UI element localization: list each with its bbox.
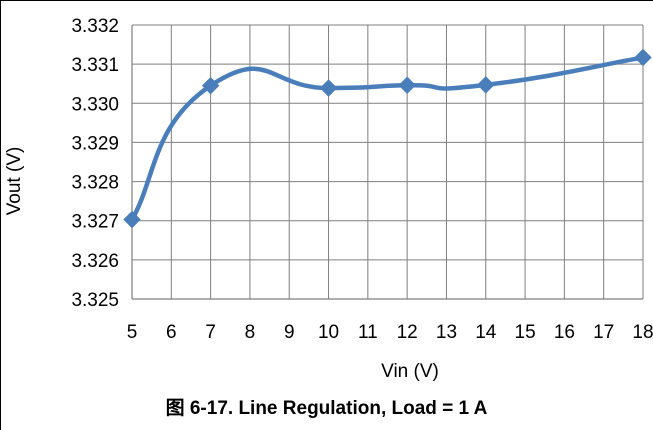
y-tick-label: 3.327: [71, 212, 119, 233]
x-tick-label: 16: [554, 322, 575, 343]
x-axis-label: Vin (V): [381, 361, 439, 382]
data-point-marker: [398, 76, 416, 94]
x-tick-label: 18: [632, 322, 653, 343]
y-tick-label: 3.325: [71, 290, 119, 311]
data-point-marker: [123, 210, 141, 229]
y-tick-label: 3.326: [71, 251, 119, 272]
x-tick-label: 9: [284, 322, 295, 343]
y-axis-label: Vout (V): [4, 147, 25, 216]
figure-caption: 图 6-17. Line Regulation, Load = 1 A: [165, 398, 488, 419]
y-tick-label: 3.330: [71, 94, 119, 115]
x-tick-label: 13: [436, 322, 457, 343]
x-tick-label: 11: [358, 322, 378, 343]
y-tick-label: 3.332: [71, 16, 119, 37]
x-tick-label: 17: [593, 322, 614, 343]
chart-axes: [131, 25, 643, 300]
x-tick-label: 7: [205, 322, 216, 343]
data-point-marker: [319, 79, 338, 97]
x-tick-label: 6: [166, 322, 177, 343]
y-tick-label: 3.329: [71, 133, 119, 154]
data-point-marker: [201, 76, 220, 95]
series-layer: [123, 48, 652, 229]
x-tick-label: 15: [515, 322, 536, 343]
series-line: [129, 55, 646, 222]
x-tick-label: 5: [127, 322, 138, 343]
y-tick-label: 3.328: [71, 173, 119, 194]
data-point-marker: [477, 76, 495, 94]
x-tick-label: 10: [318, 322, 339, 343]
x-tick-label: 14: [475, 322, 497, 343]
data-point-marker: [634, 48, 652, 67]
x-tick-label: 12: [397, 322, 418, 343]
tick-labels: 5 6 7 8 9 10 11 12 13 14 15 16 17 18 3.325 3.326 3.327 3.…: [71, 16, 653, 343]
x-tick-label: 8: [245, 322, 256, 343]
chart-grid: [131, 24, 644, 300]
y-tick-label: 3.331: [71, 55, 119, 76]
